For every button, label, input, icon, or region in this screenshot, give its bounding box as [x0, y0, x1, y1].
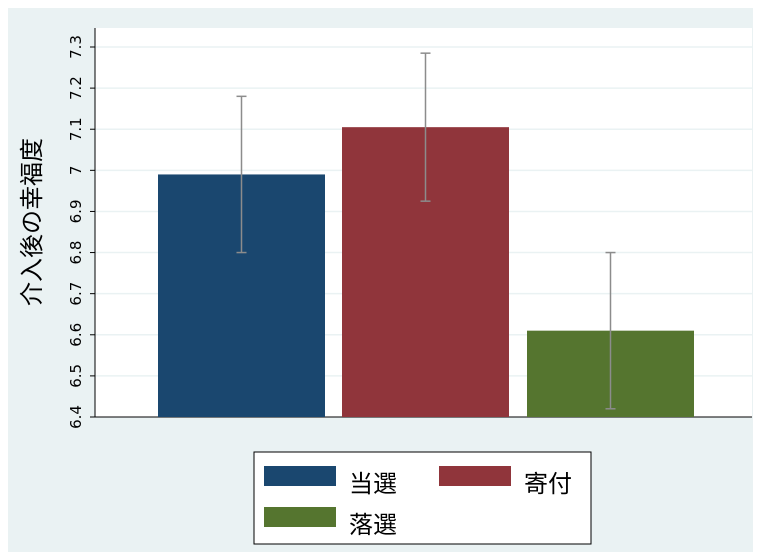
legend-label: 落選 — [349, 511, 397, 539]
y-tick-label: 7 — [67, 166, 85, 176]
y-axis-title: 介入後の幸福度 — [18, 138, 46, 306]
legend-box — [253, 451, 592, 545]
legend-swatch — [264, 466, 336, 486]
y-tick-label: 7.2 — [67, 76, 85, 100]
legend-label: 寄付 — [524, 470, 572, 498]
y-tick-label: 6.7 — [67, 282, 85, 306]
y-tick-label: 7.1 — [67, 117, 85, 141]
y-tick-label: 6.9 — [67, 200, 85, 224]
legend-label: 当選 — [349, 470, 397, 498]
legend-swatch — [439, 466, 511, 486]
y-tick-label: 7.3 — [67, 35, 85, 59]
legend-swatch — [264, 507, 336, 527]
y-tick-label: 6.8 — [67, 241, 85, 265]
y-tick-label: 6.4 — [67, 405, 85, 429]
y-tick-label: 6.6 — [67, 323, 85, 347]
y-tick-label: 6.5 — [67, 364, 85, 388]
error-bars — [236, 52, 616, 410]
